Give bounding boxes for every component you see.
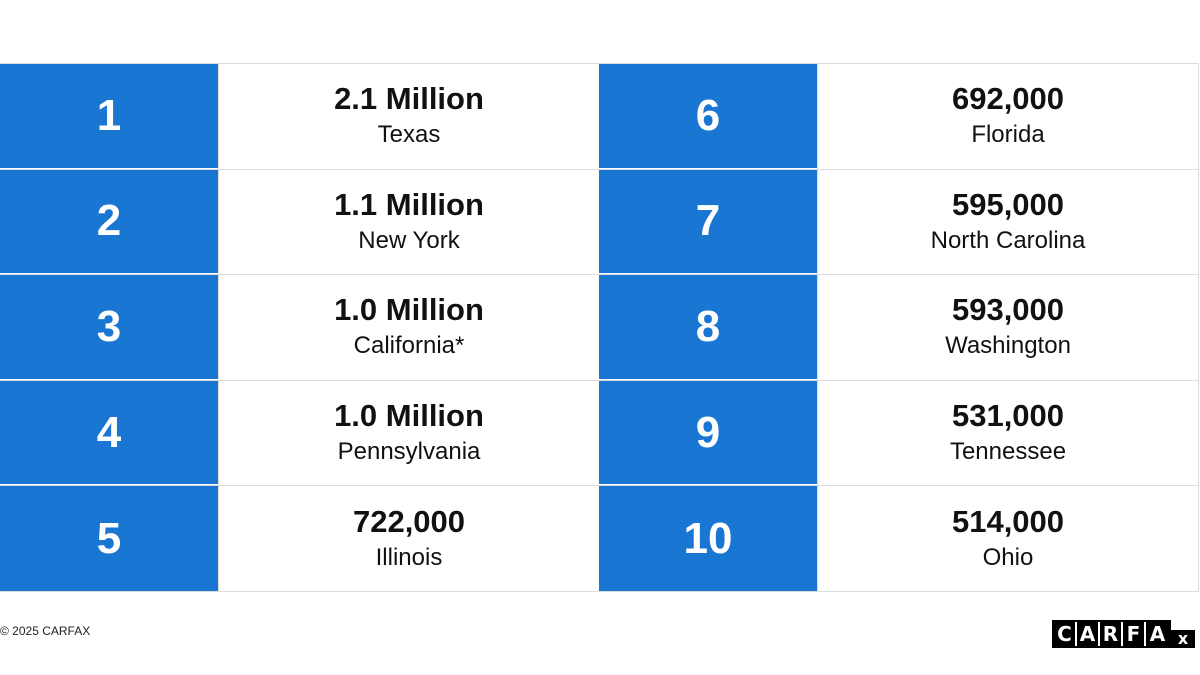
ranking-value: 692,000 [951, 81, 1065, 117]
ranking-row: 4 1.0 Million Pennsylvania [0, 380, 599, 487]
rank-number: 8 [599, 275, 817, 380]
ranking-value: 2.1 Million [334, 81, 484, 117]
rank-number: 3 [0, 275, 218, 380]
ranking-row: 5 722,000 Illinois [0, 486, 599, 591]
rank-number: 2 [0, 169, 218, 275]
rankings-column-right: 6 692,000 Florida 7 595,000 North Caroli… [599, 64, 1198, 591]
ranking-row: 3 1.0 Million California* [0, 275, 599, 381]
state-name: California* [353, 332, 465, 360]
ranking-cell: 2.1 Million Texas [218, 64, 599, 169]
ranking-row: 10 514,000 Ohio [599, 486, 1198, 591]
ranking-row: 7 595,000 North Carolina [599, 169, 1198, 276]
ranking-row: 9 531,000 Tennessee [599, 380, 1198, 487]
logo-letter: R [1100, 622, 1123, 646]
rank-number: 9 [599, 380, 817, 486]
logo-letter: A [1077, 622, 1100, 646]
rank-number: 6 [599, 64, 817, 169]
rankings-column-left: 1 2.1 Million Texas 2 1.1 Million New Yo… [0, 64, 599, 591]
ranking-cell: 531,000 Tennessee [817, 380, 1198, 486]
ranking-row: 1 2.1 Million Texas [0, 64, 599, 170]
logo-x-mark: x [1171, 630, 1195, 648]
rank-number: 5 [0, 486, 218, 591]
state-name: Ohio [982, 543, 1034, 571]
ranking-cell: 595,000 North Carolina [817, 169, 1198, 275]
ranking-value: 1.0 Million [334, 398, 484, 434]
ranking-cell: 593,000 Washington [817, 275, 1198, 380]
ranking-cell: 514,000 Ohio [817, 486, 1198, 591]
ranking-value: 595,000 [951, 186, 1065, 222]
logo-letter: A [1146, 622, 1169, 646]
logo-letter: C [1054, 622, 1077, 646]
carfax-logo: C A R F A x [1052, 620, 1195, 648]
ranking-value: 514,000 [951, 503, 1065, 539]
copyright-text: © 2025 CARFAX [0, 624, 91, 638]
state-name: Pennsylvania [337, 438, 481, 466]
rankings-table: 1 2.1 Million Texas 2 1.1 Million New Yo… [0, 63, 1199, 592]
state-name: Florida [971, 121, 1045, 149]
carfax-logo-letters: C A R F A [1052, 620, 1171, 648]
rank-number: 4 [0, 380, 218, 486]
ranking-row: 2 1.1 Million New York [0, 169, 599, 276]
rank-number: 1 [0, 64, 218, 169]
rank-number: 10 [599, 486, 817, 591]
state-name: North Carolina [930, 226, 1086, 254]
ranking-cell: 1.0 Million Pennsylvania [218, 380, 599, 486]
ranking-row: 8 593,000 Washington [599, 275, 1198, 381]
state-name: Texas [377, 121, 441, 149]
state-name: Illinois [375, 543, 443, 571]
state-name: Tennessee [949, 438, 1067, 466]
ranking-cell: 1.0 Million California* [218, 275, 599, 380]
ranking-value: 1.1 Million [334, 186, 484, 222]
ranking-value: 593,000 [951, 292, 1065, 328]
ranking-value: 722,000 [352, 503, 466, 539]
ranking-row: 6 692,000 Florida [599, 64, 1198, 170]
logo-letter: F [1123, 622, 1146, 646]
ranking-cell: 1.1 Million New York [218, 169, 599, 275]
ranking-cell: 692,000 Florida [817, 64, 1198, 169]
rank-number: 7 [599, 169, 817, 275]
ranking-cell: 722,000 Illinois [218, 486, 599, 591]
ranking-value: 1.0 Million [334, 292, 484, 328]
ranking-value: 531,000 [951, 398, 1065, 434]
state-name: New York [358, 226, 460, 254]
state-name: Washington [945, 332, 1071, 360]
